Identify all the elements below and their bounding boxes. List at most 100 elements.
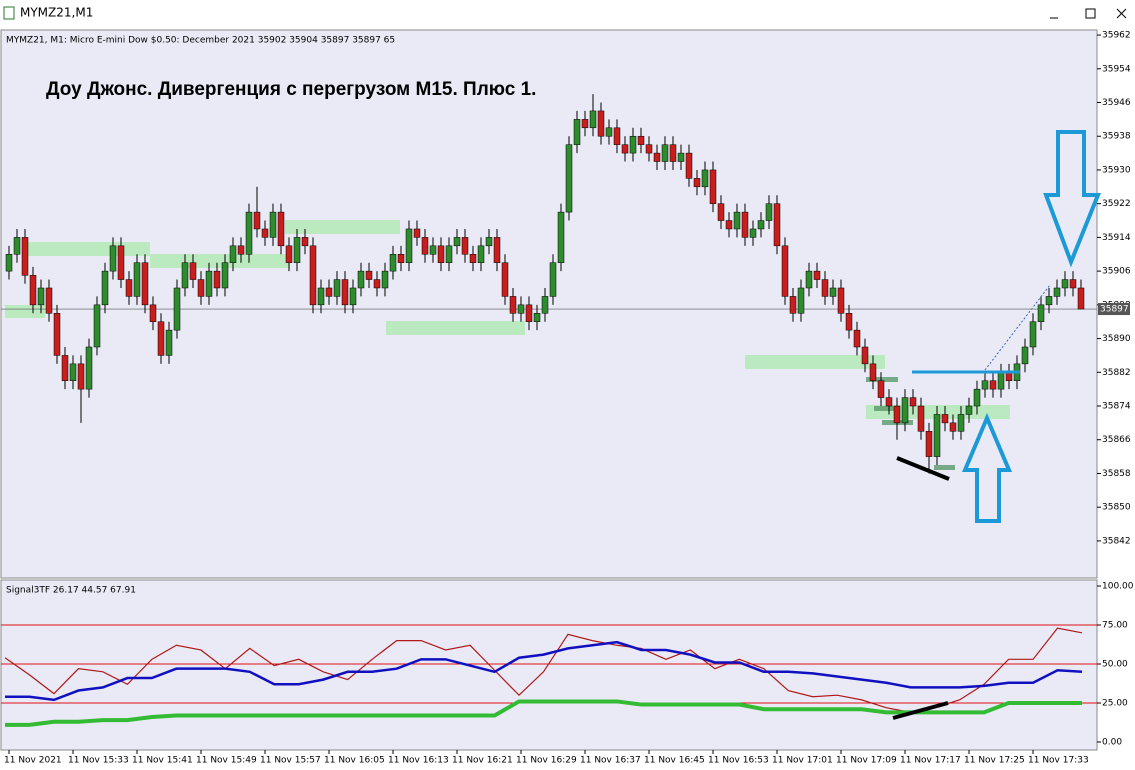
candle-body <box>829 287 837 297</box>
candle-body <box>509 296 517 314</box>
candle-body <box>285 245 293 263</box>
candle-body <box>301 237 309 247</box>
candle-body <box>925 431 933 457</box>
candle-body <box>429 245 437 255</box>
candle-body <box>757 220 765 230</box>
candle-body <box>381 270 389 289</box>
candle-body <box>93 304 101 348</box>
candle-body <box>389 254 397 272</box>
y-tick-label: 35962 <box>1102 31 1131 41</box>
candle-body <box>741 211 749 238</box>
candle-body <box>37 287 45 306</box>
candle-body <box>133 262 141 297</box>
candle-body <box>397 254 405 263</box>
candle-body <box>773 203 781 247</box>
candle-body <box>317 287 325 306</box>
candle-body <box>573 119 581 145</box>
x-tick-label: 11 Nov 16:37 <box>580 756 641 766</box>
y-tick-label: 35938 <box>1102 132 1131 142</box>
candle-body <box>645 144 653 154</box>
candle-body <box>597 110 605 137</box>
candle-body <box>213 270 221 289</box>
candle-body <box>157 321 165 356</box>
candle-body <box>765 203 773 221</box>
x-tick-label: 11 Nov 16:05 <box>324 756 385 766</box>
candle-body <box>485 237 493 247</box>
y-tick-label: 35842 <box>1102 536 1131 546</box>
candle-body <box>261 228 269 238</box>
candle-body <box>101 270 109 306</box>
candle-body <box>965 405 973 415</box>
candle-body <box>165 329 173 356</box>
y-tick-label: 100.00 <box>1102 582 1134 592</box>
candle-body <box>493 237 501 263</box>
divergence-line <box>892 701 949 720</box>
candle-body <box>197 279 205 297</box>
candle-body <box>173 287 181 331</box>
candle-body <box>13 237 21 255</box>
candle-body <box>373 279 381 289</box>
x-tick-label: 11 Nov 16:29 <box>516 756 577 766</box>
y-tick-label: 35890 <box>1102 334 1131 344</box>
candle-body <box>69 363 77 381</box>
candle-body <box>237 245 245 255</box>
x-tick-label: 11 Nov 17:33 <box>1028 756 1089 766</box>
close-button[interactable] <box>1116 8 1127 19</box>
candle-body <box>141 262 149 306</box>
y-tick-label: 35946 <box>1102 98 1131 108</box>
y-tick-label: 35922 <box>1102 199 1131 209</box>
candle-body <box>813 270 821 280</box>
x-tick-label: 11 Nov 15:57 <box>260 756 321 766</box>
x-tick-label: 11 Nov 17:01 <box>772 756 833 766</box>
x-tick-label: 11 Nov 17:09 <box>836 756 897 766</box>
y-tick-label: 35850 <box>1102 503 1131 513</box>
candle-body <box>869 363 877 381</box>
candle-body <box>717 203 725 221</box>
candle-body <box>221 262 229 289</box>
y-tick-label: 25.00 <box>1102 698 1128 708</box>
down-arrow <box>1043 130 1101 268</box>
candle-body <box>341 279 349 306</box>
candle-body <box>61 355 69 381</box>
candle-body <box>501 262 509 297</box>
window-icon <box>3 6 15 20</box>
candle-body <box>589 110 597 129</box>
x-tick-label: 11 Nov 17:25 <box>964 756 1025 766</box>
indicator-line <box>5 699 1082 727</box>
candle-body <box>677 152 685 162</box>
candle-body <box>565 144 573 213</box>
candle-body <box>413 228 421 238</box>
candle-body <box>85 346 93 390</box>
window-title: MYMZ21,M1 <box>20 6 93 20</box>
trend-line <box>984 284 1051 371</box>
candle-body <box>909 397 917 407</box>
y-tick-label: 35914 <box>1102 233 1131 243</box>
maximize-button[interactable] <box>1085 8 1096 19</box>
candle-body <box>517 304 525 314</box>
candle-body <box>405 228 413 263</box>
candle-body <box>957 414 965 432</box>
divergence-line <box>896 456 950 481</box>
candle-body <box>917 405 925 432</box>
candle-body <box>45 287 53 314</box>
last-price-box <box>1098 303 1130 316</box>
candle-body <box>973 388 981 407</box>
candle-body <box>309 245 317 306</box>
y-tick-label: 35954 <box>1102 64 1131 74</box>
candle-body <box>685 152 693 179</box>
y-tick-label: 75.00 <box>1102 621 1128 631</box>
candle-body <box>701 169 709 188</box>
candle-body <box>349 287 357 306</box>
candle-body <box>1069 279 1077 289</box>
y-tick-label: 35874 <box>1102 402 1131 412</box>
candle-body <box>189 262 197 280</box>
candle-body <box>853 329 861 348</box>
candle-body <box>629 135 637 154</box>
chart-info: MYMZ21, M1: Micro E-mini Dow $0.50: Dece… <box>6 36 395 46</box>
candle-body <box>1021 346 1029 365</box>
candle-body <box>845 313 853 331</box>
y-tick-label: 0.00 <box>1102 737 1122 747</box>
indicator-panel <box>0 579 1098 751</box>
